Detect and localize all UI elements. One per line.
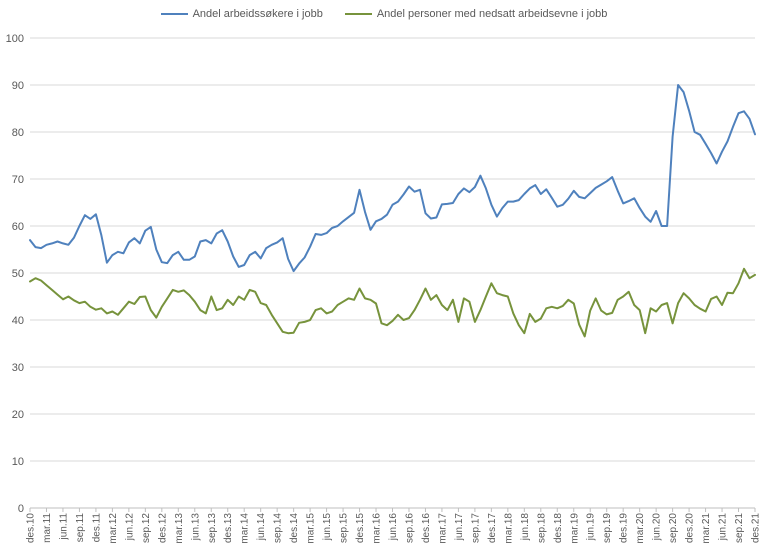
legend-line-swatch-green <box>344 13 372 15</box>
y-axis-label: 60 <box>12 221 24 233</box>
x-axis-label: des.18 <box>553 513 564 543</box>
legend-label: Andel arbeidssøkere i jobb <box>192 8 323 20</box>
y-axis-label: 90 <box>12 80 24 92</box>
x-axis-label: mar.17 <box>437 513 448 544</box>
x-axis-label: sep.17 <box>470 513 481 543</box>
y-axis-label: 10 <box>12 456 24 468</box>
y-axis-label: 100 <box>6 33 24 45</box>
x-axis-label: mar.13 <box>174 513 185 544</box>
x-axis-label: jun.12 <box>124 513 135 542</box>
x-axis-label: jun.16 <box>388 513 399 542</box>
x-axis-label: des.20 <box>685 513 696 543</box>
x-axis-label: jun.14 <box>256 513 267 542</box>
x-axis-label: des.19 <box>619 513 630 543</box>
y-axis-label: 20 <box>12 409 24 421</box>
x-axis-label: mar.11 <box>42 513 53 543</box>
x-axis-label: sep.21 <box>734 513 745 543</box>
chart-legend: Andel arbeidssøkere i jobb Andel persone… <box>0 8 768 20</box>
x-axis-label: jun.13 <box>190 513 201 542</box>
x-axis-label: des.12 <box>157 513 168 543</box>
x-axis-label: jun.17 <box>454 513 465 542</box>
x-axis-label: sep.18 <box>536 513 547 543</box>
x-axis-label: des.17 <box>487 513 498 543</box>
x-axis-label: sep.12 <box>141 513 152 543</box>
series-line-0 <box>29 84 756 273</box>
y-axis-label: 80 <box>12 127 24 139</box>
x-axis-label: des.11 <box>91 513 102 543</box>
y-axis-label: 70 <box>12 174 24 186</box>
x-axis-label: mar.16 <box>372 513 383 544</box>
x-axis-label: des.16 <box>421 513 432 543</box>
x-axis-label: sep.16 <box>404 513 415 543</box>
y-axis-label: 50 <box>12 268 24 280</box>
x-axis-label: sep.11 <box>75 513 86 543</box>
series-line-1 <box>29 267 756 338</box>
x-axis-label: sep.13 <box>207 513 218 543</box>
x-axis-label: des.10 <box>26 513 37 543</box>
y-axis-label: 0 <box>18 503 24 515</box>
x-axis-label: mar.20 <box>635 513 646 544</box>
x-axis-label: jun.19 <box>586 513 597 542</box>
legend-item-arbeidssokere: Andel arbeidssøkere i jobb <box>160 8 323 20</box>
x-axis-label: mar.19 <box>569 513 580 544</box>
x-axis-label: mar.14 <box>240 513 251 544</box>
x-axis-label: jun.20 <box>652 513 663 542</box>
x-axis-label: jun.15 <box>322 513 333 542</box>
legend-line-swatch-blue <box>160 13 188 15</box>
y-axis-label: 30 <box>12 362 24 374</box>
x-axis-label: mar.12 <box>108 513 119 544</box>
x-axis-label: des.21 <box>751 513 762 543</box>
legend-item-nedsatt-arbeidsevne: Andel personer med nedsatt arbeidsevne i… <box>344 8 608 20</box>
x-axis-label: mar.15 <box>306 513 317 544</box>
x-axis-label: des.14 <box>289 513 300 543</box>
x-axis-label: jun.18 <box>520 513 531 542</box>
x-axis-label: sep.15 <box>339 513 350 543</box>
x-axis-label: jun.21 <box>718 513 729 542</box>
x-axis-label: sep.19 <box>602 513 613 543</box>
legend-label: Andel personer med nedsatt arbeidsevne i… <box>376 8 608 20</box>
x-axis-label: mar.21 <box>701 513 712 544</box>
x-axis-label: jun.11 <box>58 513 69 541</box>
x-axis-label: des.15 <box>355 513 366 543</box>
x-axis-label: des.13 <box>223 513 234 543</box>
y-axis-label: 40 <box>12 315 24 327</box>
x-axis-label: mar.18 <box>503 513 514 544</box>
x-axis-label: sep.20 <box>668 513 679 543</box>
x-axis-label: sep.14 <box>273 513 284 543</box>
